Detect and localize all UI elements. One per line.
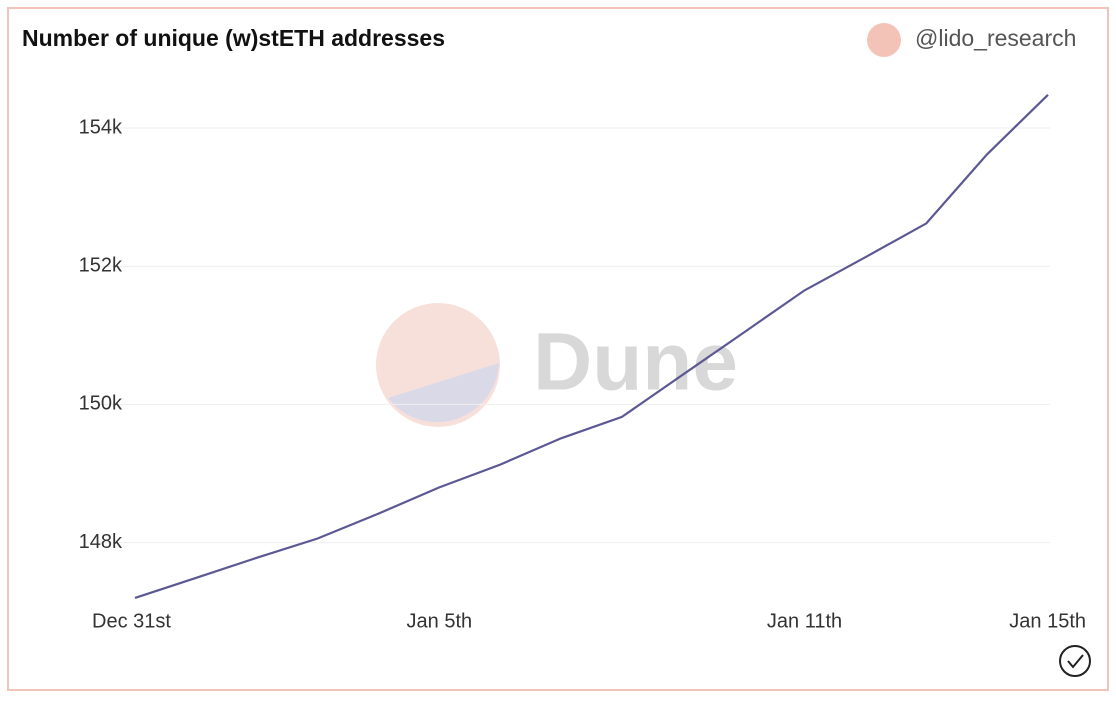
y-tick-label: 150k xyxy=(79,393,123,415)
watermark-text: Dune xyxy=(533,317,738,408)
verified-icon xyxy=(1059,645,1091,677)
chart-title: Number of unique (w)stETH addresses xyxy=(22,25,445,51)
y-tick-label: 152k xyxy=(79,255,123,277)
x-tick-label: Jan 5th xyxy=(407,610,473,632)
frame xyxy=(7,7,1109,691)
y-tick-label: 148k xyxy=(79,531,123,553)
x-tick-label: Dec 31st xyxy=(92,610,171,632)
watermark-logo xyxy=(376,303,500,427)
x-tick-label: Jan 15th xyxy=(1009,610,1086,632)
line xyxy=(134,94,1049,599)
x-tick-label: Jan 11th xyxy=(767,610,842,632)
source: @lido_research xyxy=(915,25,1076,51)
y-tick-label: 154k xyxy=(79,116,123,138)
source-dot xyxy=(867,23,901,57)
